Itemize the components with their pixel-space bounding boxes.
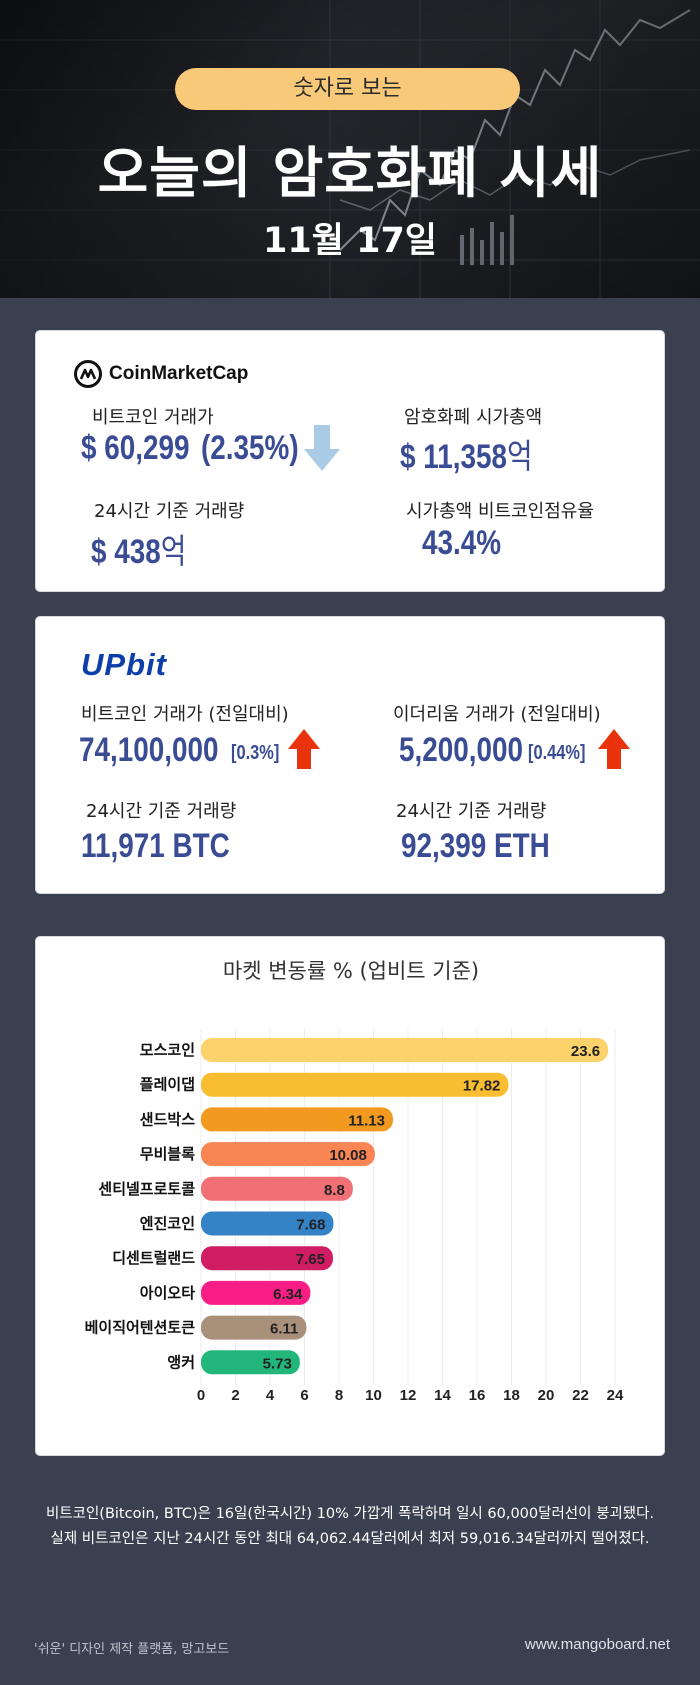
bar-value-label: 17.82 [463,1078,501,1095]
footer-site-link[interactable]: www.mangoboard.net [524,1636,670,1653]
x-tick-label: 24 [607,1387,624,1404]
bar-value-label: 8.8 [324,1182,345,1199]
coinmarketcap-logo: CoinMarketCap [73,359,248,389]
volume-24h-value: $ 438억 [91,532,187,572]
upbit-btc-label: 비트코인 거래가 (전일대비) [81,704,289,725]
category-label: 디센트럴랜드 [112,1249,195,1267]
upbit-eth-price: 5,200,000 [399,731,524,769]
category-label: 센티넬프로토콜 [98,1180,195,1198]
x-tick-label: 4 [266,1387,275,1404]
upbit-logo: UPbit [81,647,167,682]
x-tick-label: 8 [335,1387,343,1404]
bar-value-label: 10.08 [329,1147,367,1164]
category-label: 앵커 [167,1353,195,1371]
category-label: 플레이댑 [140,1076,195,1094]
x-tick-label: 10 [365,1387,382,1404]
bar-value-label: 7.68 [296,1217,325,1234]
coinmarketcap-icon [74,360,102,388]
arrow-down-icon [304,425,340,471]
x-tick-label: 18 [503,1387,520,1404]
x-tick-label: 16 [469,1387,486,1404]
bar [201,1176,353,1201]
volume-24h-label: 24시간 기준 거래량 [94,501,245,522]
arrow-up-icon [288,729,320,769]
category-label: 아이오타 [140,1284,195,1302]
btc-change-value: (2.35%) [201,429,299,467]
bar [201,1107,393,1132]
news-description: 비트코인(Bitcoin, BTC)은 16일(한국시간) 10% 가깝게 폭락… [45,1506,655,1547]
upbit-btc-change: [0.3%] [231,742,280,764]
x-tick-label: 0 [197,1387,205,1404]
upbit-eth-label: 이더리움 거래가 (전일대비) [393,704,601,725]
btc-price-value: $ 60,299 [81,429,190,467]
category-label: 엔진코인 [140,1215,195,1233]
category-label: 베이직어텐션토큰 [85,1319,196,1337]
x-tick-label: 14 [434,1387,451,1404]
x-tick-label: 12 [400,1387,417,1404]
btc-price-label: 비트코인 거래가 [92,407,214,428]
upbit-card: UPbit 비트코인 거래가 (전일대비) 74,100,000 [0.3%] … [35,616,665,894]
category-label: 샌드박스 [140,1110,195,1128]
header-badge: 숫자로 보는 [175,68,520,110]
bar [201,1350,300,1375]
upbit-btc-volume: 11,971 BTC [81,827,230,865]
bar [201,1038,609,1062]
bar-value-label: 23.6 [571,1043,600,1060]
bar [201,1246,333,1271]
bar-value-label: 11.13 [348,1112,385,1129]
x-tick-label: 6 [300,1387,308,1404]
bar [201,1280,311,1305]
category-label: 모스코인 [140,1041,195,1059]
x-tick-label: 22 [572,1387,589,1404]
btc-dominance-value: 43.4% [422,524,502,562]
coinmarketcap-logo-text: CoinMarketCap [109,363,249,384]
bar [201,1211,334,1236]
bar [201,1315,307,1340]
upbit-eth-change: [0.44%] [528,742,586,764]
bar [201,1072,509,1097]
bar-value-label: 6.34 [273,1286,303,1303]
market-cap-value: $ 11,358억 [400,437,533,477]
coinmarketcap-card: CoinMarketCap 비트코인 거래가 $ 60,299 (2.35%) … [35,330,665,592]
date-title: 11월 17일 [263,221,437,261]
arrow-up-icon [598,729,630,769]
market-change-chart-card: 0 2 4 6 8 10 12 14 16 18 20 22 24 모스코인 23.6 플레이댑 17.82 샌드… [35,936,665,1456]
bar [201,1142,375,1167]
btc-dominance-label: 시가총액 비트코인점유율 [406,501,594,522]
x-tick-label: 20 [538,1387,555,1404]
category-label: 무비블록 [140,1145,195,1163]
bar-value-label: 7.65 [296,1251,325,1268]
bar-value-label: 5.73 [263,1355,292,1372]
chart-title: 마켓 변동률 % (업비트 기준) [222,959,480,983]
upbit-btc-price: 74,100,000 [79,731,219,769]
bar-value-label: 6.11 [270,1321,298,1338]
upbit-btc-volume-label: 24시간 기준 거래량 [86,801,237,822]
header-banner: 숫자로 보는 오늘의 암호화폐 시세 11월 17일 [0,0,700,298]
footer-credit: '쉬운' 디자인 제작 플랫폼, 망고보드 [34,1642,230,1657]
upbit-eth-volume: 92,399 ETH [401,827,550,865]
stock-chart-background-image [0,0,700,298]
upbit-eth-volume-label: 24시간 기준 거래량 [396,801,547,822]
market-cap-label: 암호화폐 시가총액 [404,407,543,428]
x-tick-label: 2 [231,1387,239,1404]
page-title: 오늘의 암호화폐 시세 [97,141,603,205]
